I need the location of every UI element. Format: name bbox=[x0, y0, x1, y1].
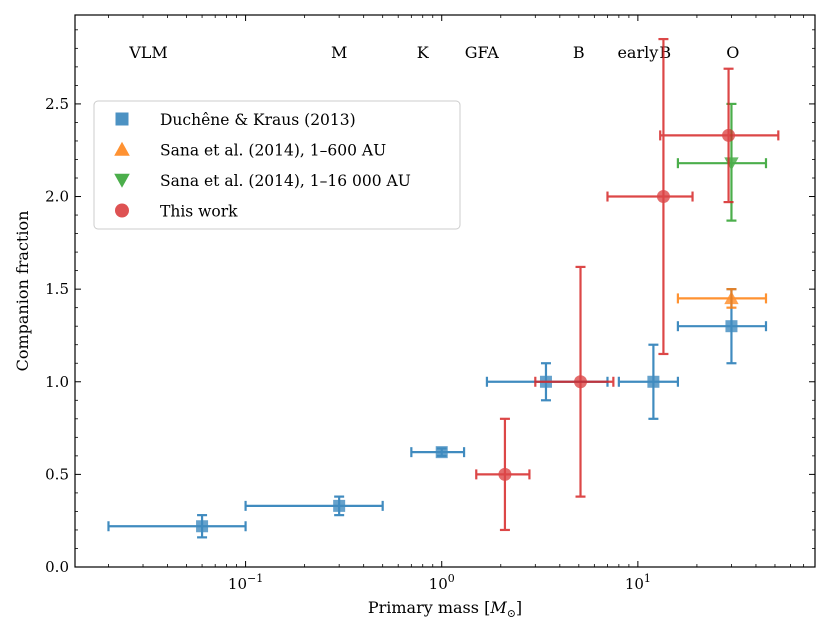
y-axis-label: Companion fraction bbox=[13, 211, 32, 372]
data-point bbox=[574, 375, 588, 389]
legend-marker bbox=[115, 203, 129, 218]
y-tick-label: 2.0 bbox=[45, 188, 69, 206]
series-this-work bbox=[475, 37, 780, 532]
plot-frame bbox=[74, 14, 816, 568]
data-point bbox=[724, 291, 739, 305]
legend-marker bbox=[115, 112, 129, 126]
series-duch-ne-kraus-2013 bbox=[107, 288, 768, 539]
spectral-class-label: B bbox=[659, 43, 671, 62]
legend-entry: Sana et al. (2014), 1–16 000 AU bbox=[160, 172, 411, 190]
legend-frame bbox=[93, 100, 461, 230]
x-tick-label: 10−1 bbox=[228, 572, 263, 593]
legend-marker bbox=[114, 141, 130, 156]
data-point bbox=[196, 520, 209, 533]
spectral-class-label: VLM bbox=[128, 43, 168, 62]
y-tick-label: 0.5 bbox=[45, 465, 69, 483]
y-tick-label: 1.0 bbox=[45, 373, 69, 391]
y-tick-label: 2.5 bbox=[45, 95, 69, 113]
legend: Duchêne & Kraus (2013) Sana et al. (2014)… bbox=[93, 100, 461, 230]
data-point bbox=[333, 499, 346, 512]
data-point bbox=[725, 320, 738, 333]
data-point bbox=[435, 446, 448, 459]
spectral-class-label: K bbox=[417, 43, 430, 62]
spectral-class-label: GFA bbox=[465, 43, 499, 62]
y-tick-label: 0.0 bbox=[45, 558, 69, 576]
series-sana-et-al-2014-1-600-au bbox=[676, 288, 768, 309]
spectral-class-label: M bbox=[331, 43, 347, 62]
data-point bbox=[722, 128, 736, 142]
data-point bbox=[647, 375, 660, 388]
legend-marker bbox=[114, 173, 130, 188]
x-axis-label: Primary mass [M⊙] bbox=[368, 598, 522, 620]
legend-entry: Duchêne & Kraus (2013) bbox=[160, 111, 356, 129]
series-sana-et-al-2014-1-16-000-au bbox=[676, 102, 768, 222]
spectral-class-label: B bbox=[573, 43, 585, 62]
data-point bbox=[656, 190, 670, 204]
legend-entry: This work bbox=[160, 203, 238, 221]
y-tick-label: 1.5 bbox=[45, 280, 69, 298]
data-point bbox=[498, 467, 512, 481]
legend-entry: Sana et al. (2014), 1–600 AU bbox=[160, 142, 386, 160]
x-tick-label: 101 bbox=[625, 572, 651, 593]
x-tick-label: 100 bbox=[429, 572, 455, 593]
spectral-class-label: O bbox=[726, 43, 739, 62]
spectral-class-label: early bbox=[617, 43, 658, 62]
